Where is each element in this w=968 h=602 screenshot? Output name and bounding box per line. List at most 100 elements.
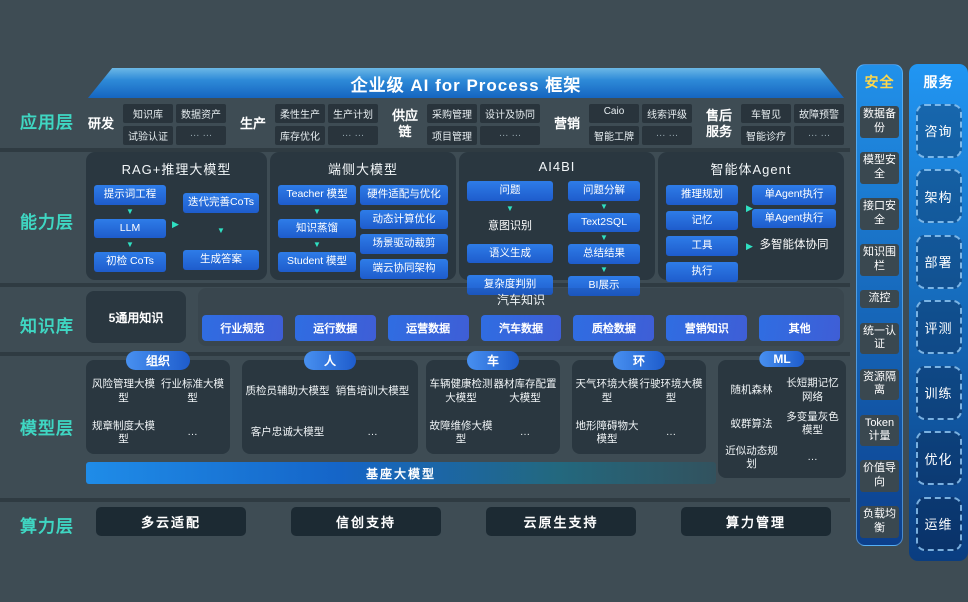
model-grid: 天气环境大模型 行驶环境大模型 地形障碍物大模型 … — [575, 376, 703, 449]
flow-chip: 推理规划 — [666, 185, 738, 205]
flow-chip: 总结结果 — [568, 244, 640, 264]
model-item: 风险管理大模型 — [92, 378, 155, 404]
security-item: 接口安全 — [860, 198, 899, 230]
service-item: 运维 — [915, 496, 962, 551]
compute-button: 信创支持 — [291, 507, 441, 536]
app-cell: 柔性生产 — [275, 103, 325, 123]
model-group-pill: 车 — [466, 351, 520, 370]
app-cell: 生产计划 — [328, 103, 378, 123]
app-group-after-sales: 售后服务 车智见 故障预警 智能诊疗 … … — [704, 103, 844, 145]
model-item: 车辆健康检测大模型 — [429, 378, 493, 404]
model-grid: 风险管理大模型 行业标准大模型 规章制度大模型 … — [89, 376, 227, 449]
rag-flow-left: 提示词工程 ▼ LLM ▼ 初检 CoTs — [94, 185, 166, 272]
flow-chip: 生成答案 — [183, 250, 259, 270]
arrow-down-icon: ▼ — [313, 240, 321, 250]
layer-divider — [0, 498, 850, 502]
app-cells: 采购管理 设计及协同 项目管理 … … — [427, 103, 540, 145]
compute-button: 多云适配 — [96, 507, 246, 536]
security-item: 模型安全 — [860, 152, 899, 184]
flow-chip: 初检 CoTs — [94, 252, 166, 272]
flow-chip: 语义生成 — [467, 243, 553, 264]
service-column: 服务 咨询 架构 部署 评测 训练 优化 运维 — [909, 64, 968, 561]
panel-body: 推理规划 记忆 工具 执行 ▶ ▶ 单Agent执行 单Agent执行 多智能体… — [666, 185, 836, 282]
panel-title: AI4BI — [538, 159, 576, 174]
app-cells: 知识库 数据资产 试验认证 … … — [123, 103, 226, 145]
agent-components: 推理规划 记忆 工具 执行 — [666, 185, 738, 282]
compute-button: 云原生支持 — [486, 507, 636, 536]
app-cells: 车智见 故障预警 智能诊疗 … … — [741, 103, 844, 145]
app-cell-more: … … — [480, 125, 540, 145]
app-cell: 故障预警 — [794, 103, 844, 123]
service-item: 咨询 — [915, 103, 962, 158]
panel-body: Teacher 模型 ▼ 知识蒸馏 ▼ Student 模型 硬件适配与优化 动… — [278, 185, 448, 279]
app-cell: 项目管理 — [427, 125, 477, 145]
flow-chip: Teacher 模型 — [278, 185, 356, 205]
model-item: 近似动态规划 — [725, 444, 778, 471]
model-grid: 随机森林 长短期记忆网络 蚁群算法 多变量灰色模型 近似动态规划 … — [721, 376, 843, 473]
compute-button: 算力管理 — [681, 507, 831, 536]
compute-layer-row: 多云适配 信创支持 云原生支持 算力管理 — [86, 507, 844, 536]
model-group-environment: 环 天气环境大模型 行驶环境大模型 地形障碍物大模型 … — [572, 351, 706, 454]
model-item: 长短期记忆网络 — [786, 377, 839, 403]
general-knowledge-box: 5通用知识 — [86, 291, 186, 343]
flow-chip: 工具 — [666, 236, 738, 256]
arrow-right-icon: ▶ — [746, 203, 753, 213]
app-group-label: 营销 — [553, 115, 580, 131]
arrow-down-icon: ▼ — [126, 240, 134, 250]
app-group-rnd: 研发 知识库 数据资产 试验认证 … … — [86, 103, 226, 145]
model-item-more: … — [807, 451, 818, 464]
model-item-more: … — [187, 426, 198, 439]
flow-chip: 单Agent执行 — [752, 185, 836, 205]
application-layer-row: 研发 知识库 数据资产 试验认证 … … 生产 柔性生产 生产计划 库存优化 …… — [86, 101, 844, 147]
flow-chip: 提示词工程 — [94, 185, 166, 205]
model-item: 天气环境大模型 — [575, 378, 639, 404]
model-item: 多变量灰色模型 — [786, 410, 839, 437]
model-item: 行业标准大模型 — [161, 378, 224, 404]
model-item-more: … — [367, 426, 378, 439]
flow-chip: 记忆 — [666, 210, 738, 231]
knowledge-chip: 其他 — [759, 315, 841, 341]
banner-title: 企业级 AI for Process 框架 — [350, 75, 582, 95]
model-item: 行驶环境大模型 — [639, 378, 703, 404]
model-item: 故障维修大模型 — [429, 419, 493, 446]
security-column: 安全 数据备份 模型安全 接口安全 知识围栏 流控 统一认证 资源隔离 Toke… — [856, 64, 903, 546]
service-item: 训练 — [915, 365, 962, 420]
model-layer-row: 组织 风险管理大模型 行业标准大模型 规章制度大模型 … 人 质检员辅助大模型 … — [86, 351, 846, 484]
feature-chip: 端云协同架构 — [360, 258, 448, 279]
model-item-more: … — [665, 426, 677, 439]
framework-banner: 企业级 AI for Process 框架 — [88, 68, 844, 98]
model-group-vehicle: 车 车辆健康检测大模型 器材库存配置大模型 故障维修大模型 … — [426, 351, 560, 454]
app-cell-more: … … — [328, 125, 378, 145]
arrow-down-icon: ▼ — [600, 233, 608, 243]
layer-label-compute: 算力层 — [20, 517, 74, 536]
layer-divider — [0, 283, 850, 287]
model-item: 销售培训大模型 — [335, 384, 410, 397]
base-model-bar: 基座大模型 — [86, 462, 716, 484]
security-item: 数据备份 — [860, 106, 899, 138]
security-item: 负载均衡 — [860, 506, 899, 538]
app-cell: Caio — [589, 103, 639, 123]
feature-chip: 场景驱动裁剪 — [360, 234, 448, 254]
capability-panel-rag: RAG+推理大模型 提示词工程 ▼ LLM ▼ 初检 CoTs ▶ 迭代完善Co… — [86, 152, 267, 280]
service-item: 部署 — [915, 234, 962, 289]
flow-label: 意图识别 — [488, 219, 532, 232]
app-cell: 采购管理 — [427, 103, 477, 123]
panel-body: 问题 ▼ 意图识别 语义生成 复杂度判别 问题分解 ▼ Text2SQL ▼ 总… — [467, 181, 647, 296]
knowledge-chip: 汽车数据 — [480, 315, 562, 341]
service-item: 评测 — [915, 300, 962, 355]
flow-chip: 迭代完善CoTs — [183, 193, 259, 213]
flow-chip: 知识蒸馏 — [278, 218, 356, 239]
agent-executions: 单Agent执行 单Agent执行 多智能体协同 — [752, 185, 836, 282]
arrow-down-icon: ▼ — [506, 203, 514, 213]
model-group-ml: ML 随机森林 长短期记忆网络 蚁群算法 多变量灰色模型 近似动态规划 … — [718, 351, 846, 478]
model-item: 质检员辅助大模型 — [245, 384, 330, 397]
flow-chip: Student 模型 — [278, 252, 356, 272]
app-cell: 知识库 — [123, 103, 173, 123]
model-item: 规章制度大模型 — [92, 419, 155, 446]
model-item: 器材库存配置大模型 — [493, 378, 557, 404]
layer-label-model: 模型层 — [20, 419, 74, 438]
security-item: 流控 — [860, 290, 899, 309]
knowledge-chip: 营销知识 — [666, 315, 748, 341]
app-cell-more: … … — [794, 125, 844, 145]
auto-knowledge-title: 汽车知识 — [496, 293, 545, 307]
